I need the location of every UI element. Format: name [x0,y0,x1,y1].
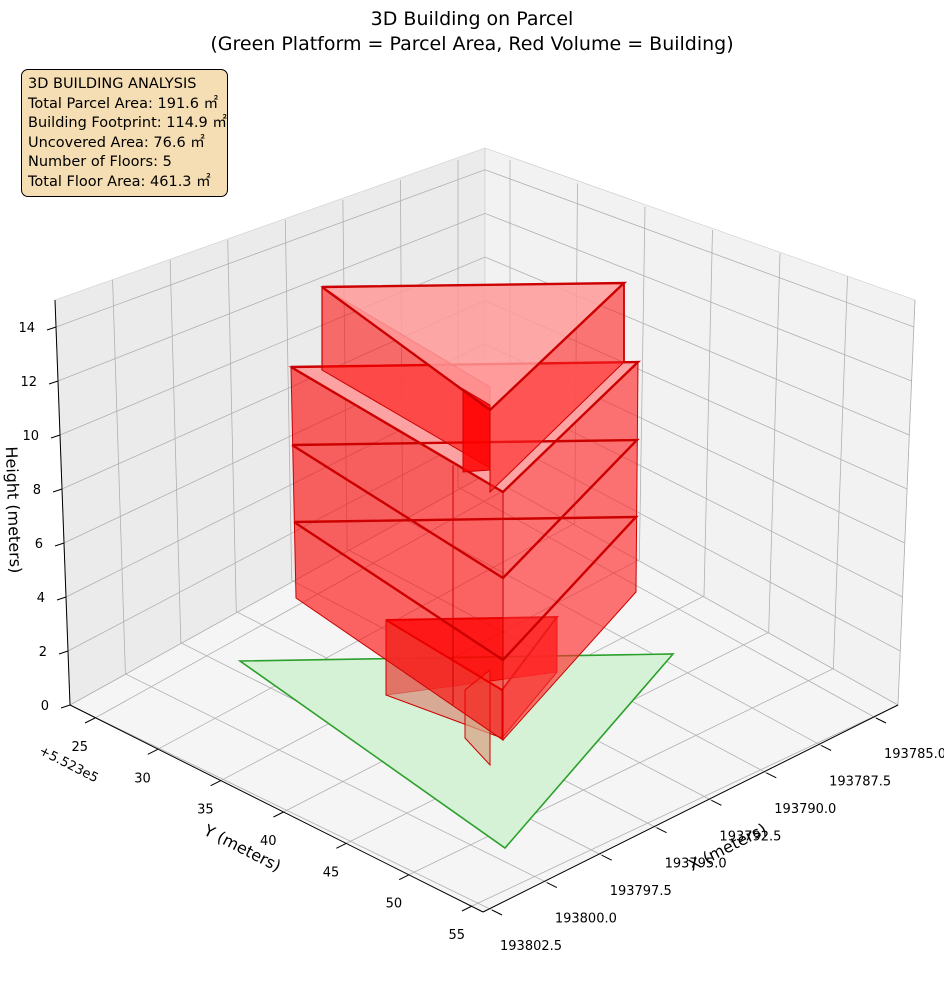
x-tick-0 [875,717,887,724]
y-tick-2 [210,780,221,787]
building-analysis-box: 3D BUILDING ANALYSIS Total Parcel Area: … [21,69,228,197]
y-tick-4 [336,842,347,849]
z-tick-7 [46,326,57,331]
z-tick-label-4: 8 [33,483,41,498]
x-tick-label-0: 193785.0 [884,747,944,762]
y-offset-label: +5.523e5 [36,744,100,787]
y-tick-label-0: 25 [71,740,88,755]
y-tick-1 [147,748,159,755]
building-volume [288,281,642,767]
tick-marks [46,326,887,916]
x-tick-label-2: 193790.0 [774,802,836,817]
x-tick-5 [601,854,612,861]
info-total-floor-area: Total Floor Area: 461.3 ㎡ [28,173,211,190]
info-uncovered-area: Uncovered Area: 76.6 ㎡ [28,134,205,151]
x-gridline-6 [112,279,548,883]
y-tick-label-3: 40 [260,834,277,849]
z-tick-label-6: 12 [20,375,37,390]
info-footprint: Building Footprint: 114.9 ㎡ [28,115,227,132]
y-tick-5 [398,874,410,881]
z-tick-0 [60,704,71,709]
x-tick-label-1: 193787.5 [829,774,891,789]
x-axis-line [482,704,899,913]
info-parcel-area: Total Parcel Area: 191.6 ㎡ [28,95,219,112]
z-tick-label-7: 14 [18,321,35,336]
z-tick-label-5: 10 [22,429,39,444]
y-tick-0 [84,717,96,724]
floor-1-outline [293,515,639,662]
x-tick-label-7: 193802.5 [500,939,562,954]
z-tick-label-2: 4 [37,591,45,606]
x-tick-6 [546,882,558,889]
chart-title-line-1: 3D Building on Parcel [371,8,574,30]
y-tick-3 [273,811,284,818]
x-tick-label-4: 193795.0 [665,857,727,872]
z-tick-label-1: 2 [39,645,47,660]
x-axis-label: X (meters) [685,819,769,875]
x-tick-3 [711,799,722,806]
y-tick-label-5: 50 [386,897,403,912]
y-tick-label-1: 30 [134,771,151,786]
tick-labels: 0 2 4 6 8 10 12 14 25 30 35 40 45 50 55 193785.0 193787.… [18,321,944,954]
y-gridline-5 [408,276,848,876]
x-tick-2 [766,772,777,779]
z-gridline-7 [55,169,915,328]
z-tick-6 [48,380,59,385]
y-tick-label-4: 45 [323,865,340,880]
floor-4-outline [321,281,628,412]
info-floors: Number of Floors: 5 [28,154,172,171]
z-tick-3 [54,542,65,547]
z-tick-label-0: 0 [41,699,49,714]
x-tick-label-5: 193797.5 [610,884,672,899]
chart-title-line-2: (Green Platform = Parcel Area, Red Volum… [210,33,733,55]
z-tick-label-3: 6 [35,537,43,552]
z-tick-4 [52,488,63,493]
y-tick-label-2: 35 [197,803,214,818]
floor-4-inner-face [462,388,491,473]
z-gridline-5 [59,256,910,436]
x-tick-7 [491,909,503,916]
y-axis-line [69,704,484,913]
z-axis-line [54,299,71,706]
x-tick-4 [656,827,667,834]
z-tick-5 [50,434,61,439]
info-heading: 3D BUILDING ANALYSIS [28,76,197,92]
z-axis-label: Height (meters) [2,446,25,574]
x-tick-1 [820,744,832,751]
y-tick-6 [461,905,473,912]
y-tick-label-6: 55 [448,928,465,943]
z-tick-2 [56,596,67,601]
z-gridline-6 [57,212,912,382]
x-tick-label-3: 193792.5 [719,829,781,844]
z-tick-1 [58,650,69,655]
axis-lines [54,299,899,913]
x-tick-label-6: 193800.0 [555,912,617,927]
